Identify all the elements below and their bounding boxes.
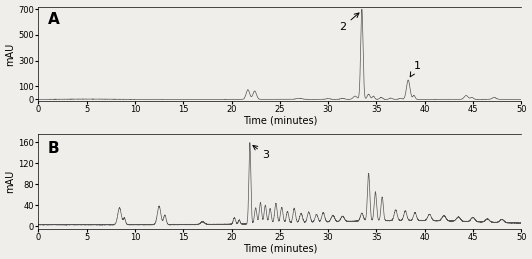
Text: 3: 3	[253, 146, 269, 160]
Y-axis label: mAU: mAU	[5, 170, 15, 193]
X-axis label: Time (minutes): Time (minutes)	[243, 116, 317, 126]
Text: A: A	[48, 12, 60, 27]
Text: 2: 2	[339, 13, 359, 32]
X-axis label: Time (minutes): Time (minutes)	[243, 243, 317, 254]
Y-axis label: mAU: mAU	[5, 42, 15, 66]
Text: B: B	[48, 141, 60, 156]
Text: 1: 1	[410, 61, 420, 77]
